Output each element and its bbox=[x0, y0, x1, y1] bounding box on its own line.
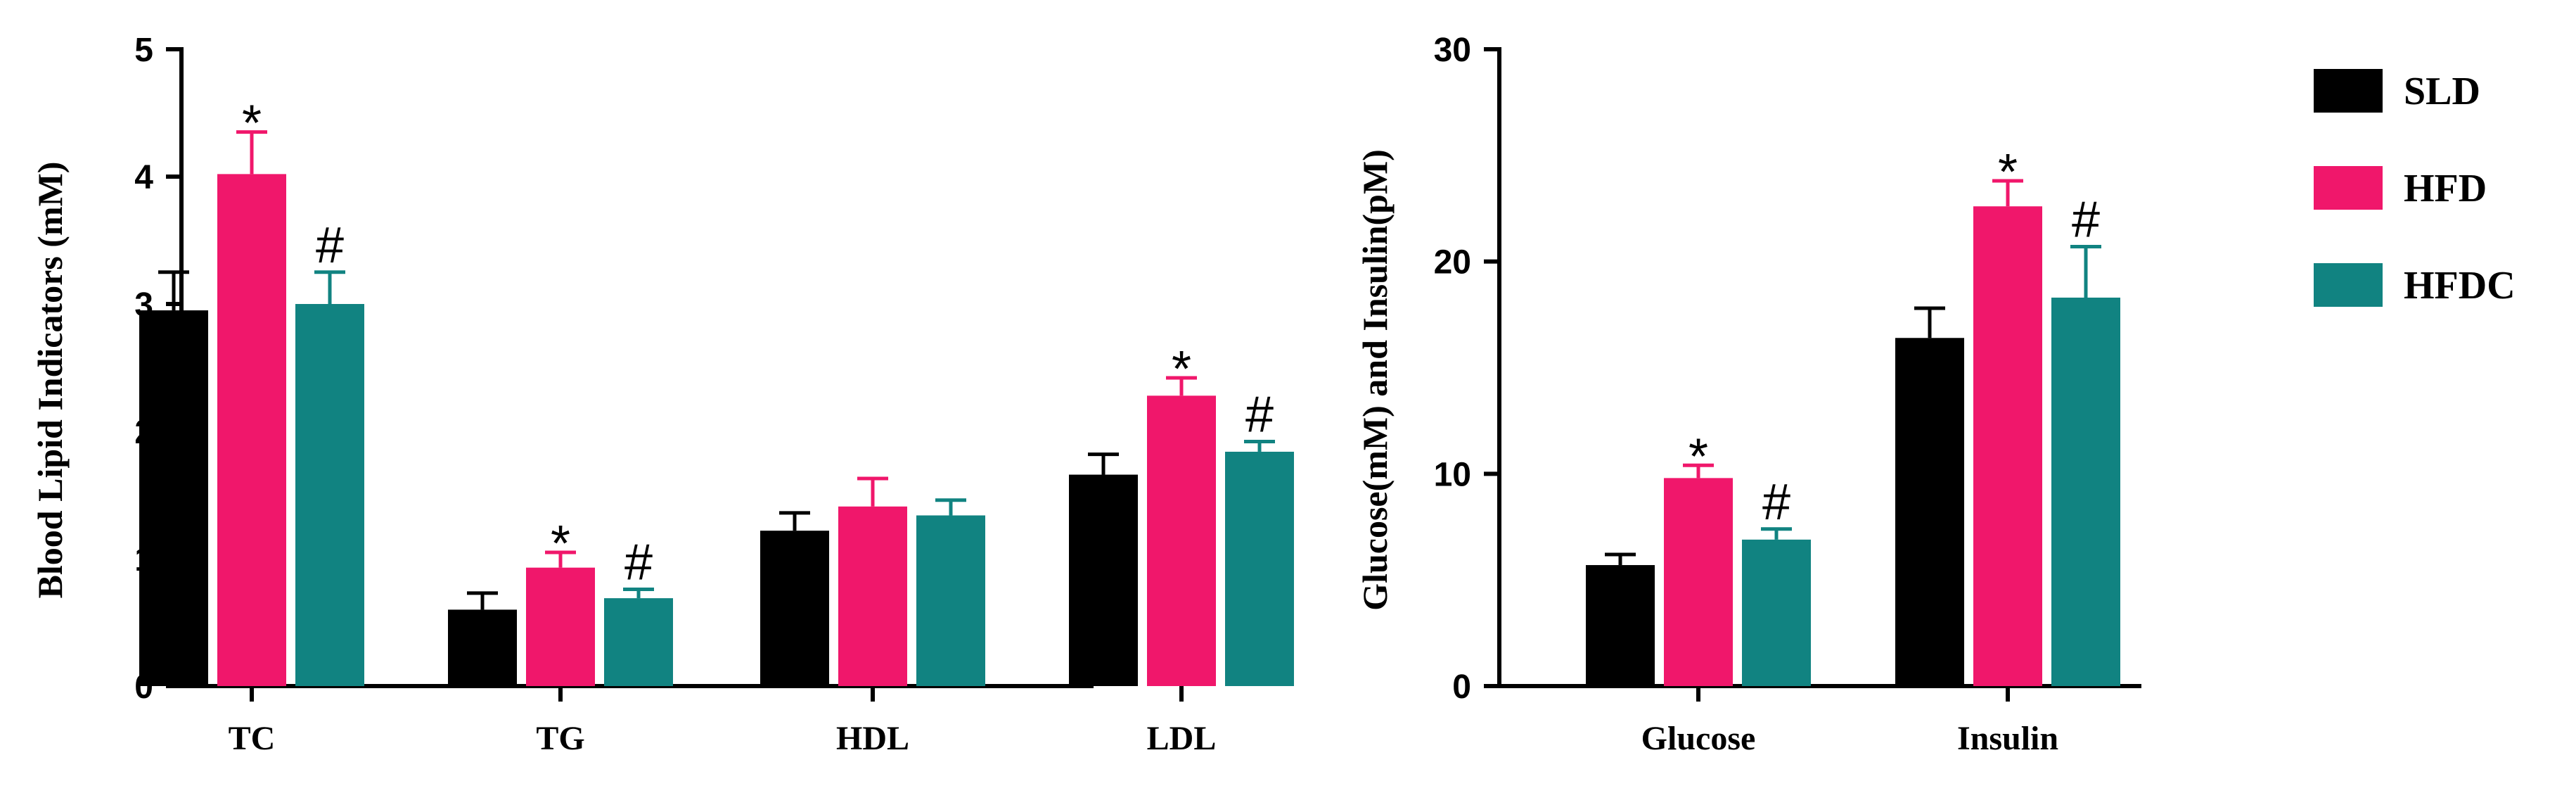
glucose-bar-glucose-hfd bbox=[1664, 478, 1733, 686]
legend-swatch-hfd bbox=[2314, 166, 2383, 210]
lipid-x-axis: TC TG HDL LDL bbox=[179, 684, 1217, 757]
lipid-annotation-star: * bbox=[551, 516, 570, 572]
lipid-annotation-hash: # bbox=[624, 534, 653, 590]
glucose-x-tick-label-glucose: Glucose bbox=[1641, 720, 1756, 757]
glucose-y-axis: 0 10 20 30 bbox=[1434, 32, 1501, 706]
lipid-bar-hdl-sld bbox=[760, 531, 829, 686]
lipid-annotation-hash: # bbox=[1245, 386, 1274, 443]
glucose-bar-insulin-hfdc bbox=[2051, 297, 2120, 686]
lipid-x-tick-label-tg: TG bbox=[536, 720, 584, 757]
glucose-annotation-star: * bbox=[1998, 144, 2018, 201]
glucose-y-axis-title: Glucose(mM) and Insulin(pM) bbox=[1355, 149, 1395, 611]
lipid-annotation-star: * bbox=[1172, 341, 1191, 398]
lipid-bar-tg-hfdc bbox=[604, 598, 673, 686]
legend: SLD HFD HFDC bbox=[2314, 69, 2516, 308]
lipid-x-tick-label-hdl: HDL bbox=[836, 720, 909, 757]
glucose-y-tick-label: 0 bbox=[1452, 668, 1471, 706]
glucose-annotation-hash: # bbox=[1762, 474, 1790, 531]
lipid-bar-ldl-hfdc bbox=[1225, 451, 1294, 686]
glucose-x-axis: Glucose Insulin bbox=[1497, 684, 2141, 757]
lipid-x-tick-label-ldl: LDL bbox=[1147, 720, 1217, 757]
glucose-bars: * # * # bbox=[1586, 144, 2120, 686]
legend-label-hfd: HFD bbox=[2404, 167, 2487, 210]
lipid-bars: * # * # * # bbox=[139, 96, 1294, 686]
lipid-y-tick-label: 5 bbox=[134, 32, 153, 69]
lipid-bar-tg-sld bbox=[448, 609, 517, 686]
glucose-bar-glucose-sld bbox=[1586, 565, 1655, 686]
glucose-annotation-hash: # bbox=[2072, 192, 2100, 248]
lipid-bar-tc-hfdc bbox=[295, 304, 364, 686]
lipid-bar-ldl-hfd bbox=[1147, 395, 1216, 686]
lipid-bar-tc-sld bbox=[139, 310, 208, 686]
glucose-insulin-chart: Glucose(mM) and Insulin(pM) 0 10 20 30 Gluc… bbox=[1355, 32, 2141, 757]
glucose-bar-insulin-sld bbox=[1895, 338, 1964, 686]
legend-label-hfdc: HFDC bbox=[2404, 264, 2516, 308]
lipid-y-tick-label: 4 bbox=[134, 159, 153, 196]
glucose-y-tick-label: 20 bbox=[1434, 244, 1471, 281]
lipid-bar-tg-hfd bbox=[526, 567, 595, 686]
glucose-annotation-star: * bbox=[1689, 429, 1708, 485]
glucose-y-tick-label: 30 bbox=[1434, 32, 1471, 69]
lipid-bar-ldl-sld bbox=[1069, 474, 1138, 686]
legend-swatch-hfdc bbox=[2314, 263, 2383, 307]
lipid-bar-tc-hfd bbox=[217, 174, 286, 686]
glucose-bar-insulin-hfd bbox=[1973, 206, 2042, 686]
lipid-chart: Blood Lipid Indicators (mM) 012345 TCTGH… bbox=[30, 32, 1294, 757]
legend-label-sld: SLD bbox=[2404, 70, 2480, 113]
lipid-annotation-star: * bbox=[242, 96, 262, 152]
glucose-x-tick-label-insulin: Insulin bbox=[1957, 720, 2058, 757]
lipid-y-axis-title: Blood Lipid Indicators (mM) bbox=[30, 162, 70, 599]
lipid-x-tick-label-tc: TC bbox=[229, 720, 276, 757]
lipid-bar-hdl-hfdc bbox=[916, 515, 985, 686]
lipid-annotation-hash: # bbox=[316, 217, 344, 274]
lipid-bar-hdl-hfd bbox=[838, 506, 907, 686]
legend-swatch-sld bbox=[2314, 69, 2383, 113]
glucose-y-tick-label: 10 bbox=[1434, 456, 1471, 493]
glucose-bar-glucose-hfdc bbox=[1742, 539, 1811, 686]
